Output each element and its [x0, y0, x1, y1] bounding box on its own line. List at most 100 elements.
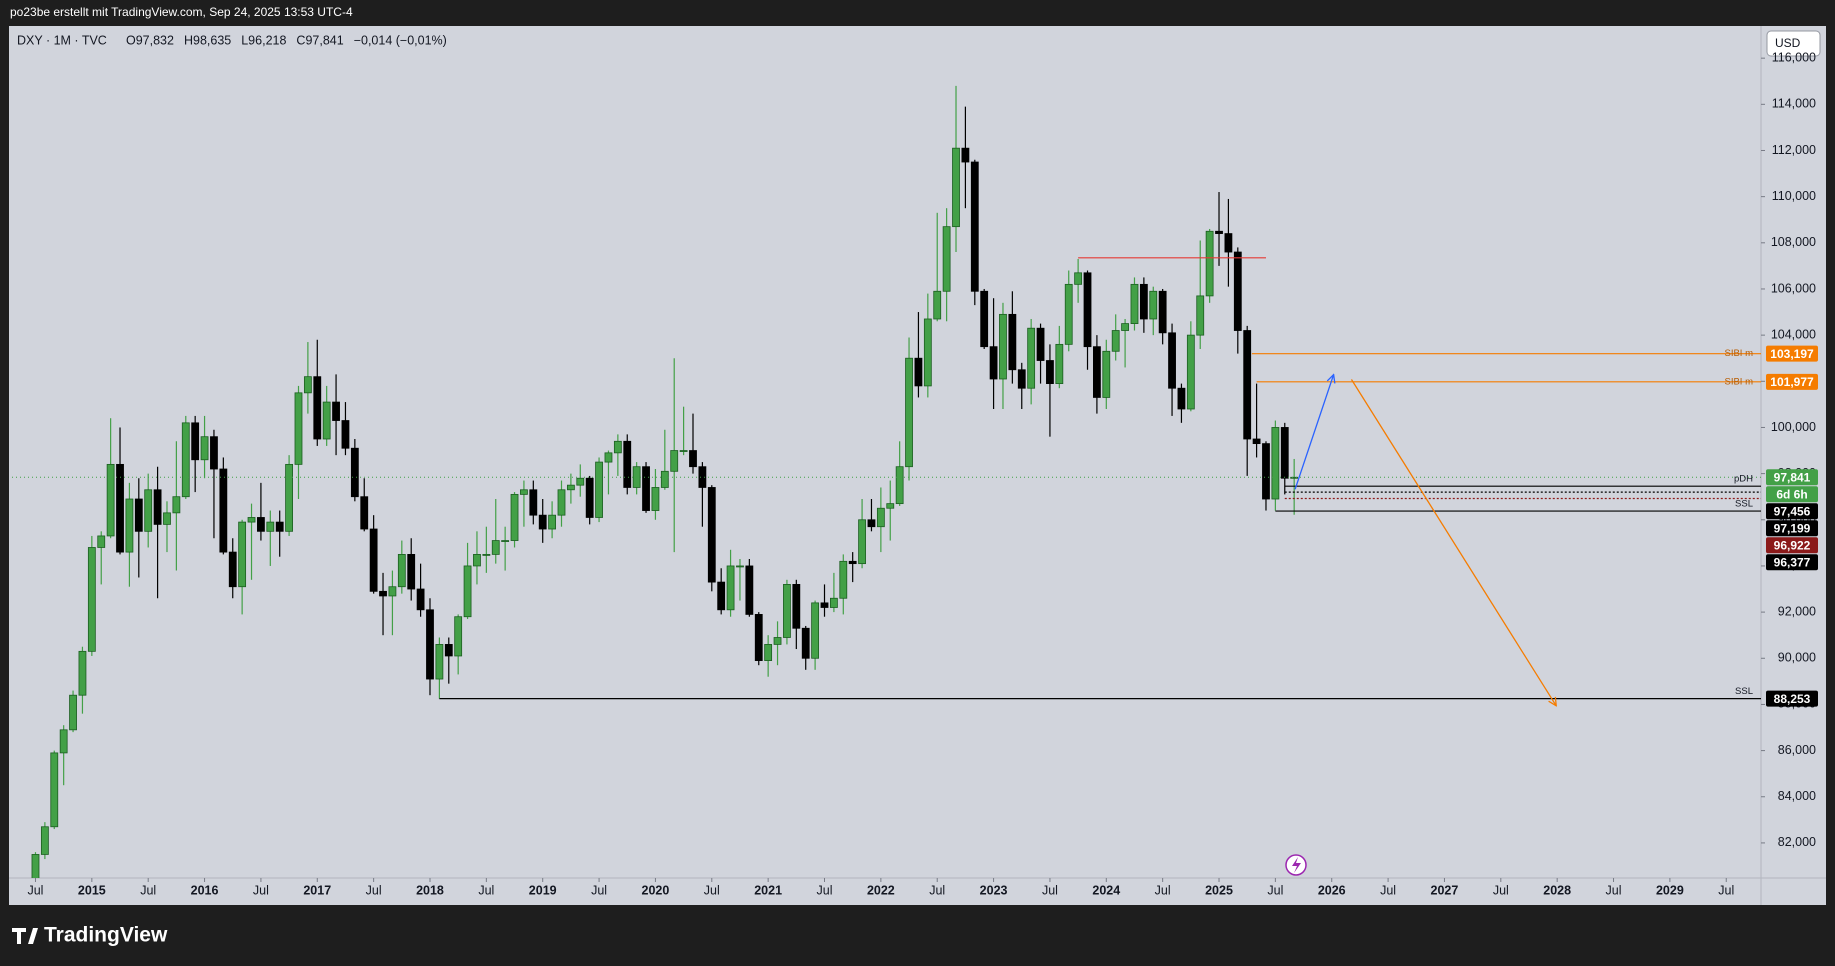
- candle-body: [153, 489, 162, 525]
- candle-body: [482, 554, 491, 556]
- price-box-bg: [1766, 520, 1818, 537]
- y-tick-label: 82,000: [1778, 835, 1816, 849]
- x-tick-label: 2029: [1656, 883, 1684, 897]
- projection-arrow: [1350, 379, 1556, 705]
- candle-body: [670, 450, 679, 472]
- candle-body: [69, 694, 77, 731]
- candle-body: [651, 487, 660, 511]
- candle-body: [595, 461, 603, 518]
- candle-body: [341, 420, 350, 449]
- candle-body: [491, 540, 500, 555]
- candle-body: [764, 644, 773, 661]
- x-tick-label: 2018: [416, 883, 444, 897]
- y-tick-label: 112,000: [1772, 143, 1816, 157]
- candle-body: [501, 540, 510, 542]
- candle-body: [1017, 369, 1026, 389]
- candle-body: [172, 496, 181, 514]
- candle-body: [829, 597, 838, 608]
- candle-body: [905, 357, 913, 468]
- x-tick-label: Jul: [1606, 883, 1622, 897]
- candle-body: [1083, 272, 1092, 348]
- y-tick-label: 92,000: [1778, 604, 1816, 618]
- currency[interactable]: USD: [1775, 36, 1801, 50]
- candle-body: [942, 226, 951, 292]
- y-tick-label: 100,000: [1771, 420, 1816, 434]
- price-box-label: 103,197: [1770, 347, 1814, 361]
- x-tick-label: Jul: [1155, 883, 1171, 897]
- ohlc-label: −0,014 (−0,01%): [354, 33, 447, 47]
- price-box-bg: [1766, 554, 1818, 571]
- candle-body: [1139, 283, 1148, 320]
- x-tick-label: 2024: [1092, 883, 1120, 897]
- x-tick-label: 2020: [642, 883, 670, 897]
- candle-body: [463, 565, 472, 618]
- candle-body: [745, 565, 754, 615]
- candle-body: [707, 487, 716, 583]
- candle-body: [1243, 330, 1252, 440]
- price-box-bg: [1766, 486, 1818, 503]
- price-box: 103,197: [1766, 345, 1818, 362]
- currency-button[interactable]: [1766, 30, 1821, 57]
- candle-body: [689, 450, 697, 468]
- candle-body: [303, 376, 312, 394]
- price-box-label: 96,922: [1774, 538, 1811, 552]
- candle-body: [961, 147, 970, 163]
- candle-body: [59, 729, 68, 754]
- price-box-label: 97,456: [1774, 504, 1811, 518]
- candle-body: [623, 440, 632, 488]
- candle-body: [557, 489, 566, 516]
- candle-body: [332, 401, 340, 421]
- candle-body: [379, 590, 387, 597]
- candle-body: [801, 627, 810, 659]
- y-tick-label: 104,000: [1771, 327, 1816, 341]
- candle-body: [923, 318, 932, 387]
- price-box-bg: [1766, 690, 1818, 707]
- x-tick-label: Jul: [27, 883, 43, 897]
- header-text: po23be erstellt mit TradingView.com, Sep…: [10, 5, 353, 19]
- candle-body: [848, 560, 857, 565]
- x-tick-label: Jul: [817, 883, 833, 897]
- candle-body: [285, 463, 293, 532]
- candle-body: [773, 637, 782, 645]
- x-tick-label: 2022: [867, 883, 895, 897]
- candle-body: [1036, 327, 1045, 361]
- candle-body: [407, 554, 416, 590]
- candle-body: [858, 519, 866, 565]
- price-box: 88,253: [1766, 690, 1818, 707]
- level-name: SSL: [1735, 686, 1753, 697]
- candle-body: [999, 313, 1007, 380]
- candle-body: [134, 498, 143, 532]
- candle-body: [717, 581, 726, 611]
- x-tick-label: 2019: [529, 883, 557, 897]
- x-tick-label: Jul: [929, 883, 945, 897]
- candle-body: [125, 498, 134, 553]
- candle-body: [698, 466, 707, 488]
- candle-body: [257, 517, 265, 532]
- candle-body: [886, 503, 895, 509]
- plot: SIBI m SIBI m pDH SSL SSL: [12, 85, 1761, 878]
- candle-body: [426, 609, 434, 680]
- price-box-label: 6d 6h: [1776, 487, 1807, 501]
- x-tick-label: 2025: [1205, 883, 1233, 897]
- x-tick-label: Jul: [1718, 883, 1734, 897]
- candle-body: [1177, 387, 1186, 410]
- ohlc-label: C97,841: [296, 33, 343, 47]
- logo-text: TradingView: [44, 924, 168, 947]
- candle-body: [275, 521, 284, 532]
- price-box: 97,456: [1766, 503, 1818, 520]
- candle-body: [87, 547, 96, 652]
- candle-body: [604, 452, 613, 463]
- projection-arrow: [1294, 375, 1334, 490]
- y-tick-label: 116,000: [1772, 50, 1816, 64]
- candle-body: [933, 290, 942, 320]
- candle-body: [228, 551, 237, 588]
- candle-body: [1093, 346, 1101, 398]
- candle-body: [529, 489, 538, 516]
- candle-body: [980, 290, 989, 348]
- candle-body: [839, 560, 848, 599]
- candle-body: [566, 484, 575, 491]
- candle-body: [876, 507, 885, 528]
- candle-body: [1271, 427, 1280, 500]
- candle-body: [679, 450, 688, 452]
- price-box-label: 97,199: [1774, 521, 1811, 535]
